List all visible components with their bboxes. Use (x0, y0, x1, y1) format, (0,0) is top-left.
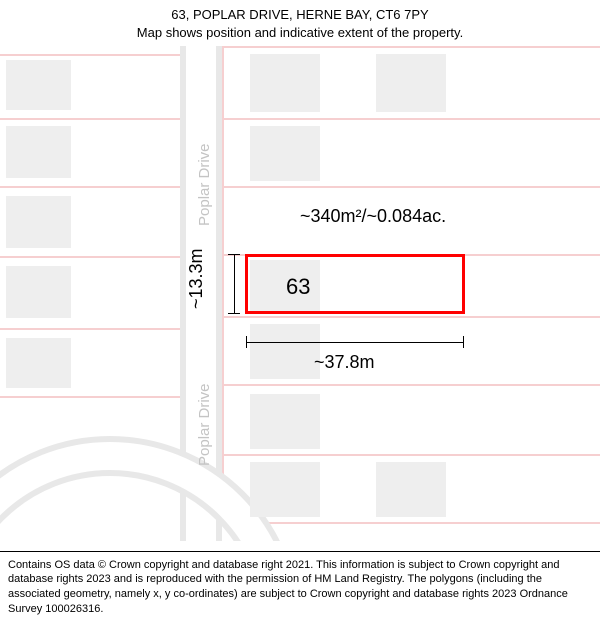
building-footprint (250, 324, 320, 379)
building-footprint (6, 266, 71, 318)
building-footprint (250, 462, 320, 517)
dimension-line (246, 342, 464, 343)
dimension-line (463, 336, 464, 348)
plot-boundary-line (222, 522, 600, 524)
height-label: ~13.3m (186, 249, 207, 310)
map-area: Poplar Drive Poplar Drive ~340m²/~0.084a… (0, 46, 600, 541)
building-footprint (250, 394, 320, 449)
dimension-line (228, 254, 240, 255)
plot-boundary-line (0, 54, 180, 56)
area-label: ~340m²/~0.084ac. (300, 206, 446, 227)
plot-boundary-line (222, 454, 600, 456)
dimension-line (234, 254, 235, 314)
plot-boundary-line (222, 46, 600, 48)
plot-boundary-line (0, 186, 180, 188)
building-footprint (376, 462, 446, 517)
copyright-footer: Contains OS data © Crown copyright and d… (0, 551, 600, 625)
width-label: ~37.8m (314, 352, 375, 373)
building-footprint (6, 196, 71, 248)
dimension-line (246, 336, 247, 348)
road-label-upper: Poplar Drive (196, 144, 213, 227)
header: 63, POPLAR DRIVE, HERNE BAY, CT6 7PY Map… (0, 0, 600, 46)
plot-boundary-line (0, 118, 180, 120)
building-footprint (6, 338, 71, 388)
building-footprint (6, 126, 71, 178)
building-footprint (250, 54, 320, 112)
plot-boundary-line (222, 384, 600, 386)
house-number-label: 63 (286, 274, 310, 300)
building-footprint (6, 60, 71, 110)
plot-boundary-line (222, 186, 600, 188)
building-footprint (250, 126, 320, 181)
subtitle-line: Map shows position and indicative extent… (10, 24, 590, 42)
address-line: 63, POPLAR DRIVE, HERNE BAY, CT6 7PY (10, 6, 590, 24)
plot-boundary-line (222, 118, 600, 120)
plot-boundary-line (0, 328, 180, 330)
plot-boundary-line (0, 396, 180, 398)
plot-boundary-line (222, 46, 224, 526)
road-label-lower: Poplar Drive (196, 384, 213, 467)
property-highlight-box (245, 254, 465, 314)
building-footprint (376, 54, 446, 112)
dimension-line (228, 313, 240, 314)
plot-boundary-line (0, 256, 180, 258)
plot-boundary-line (222, 316, 600, 318)
